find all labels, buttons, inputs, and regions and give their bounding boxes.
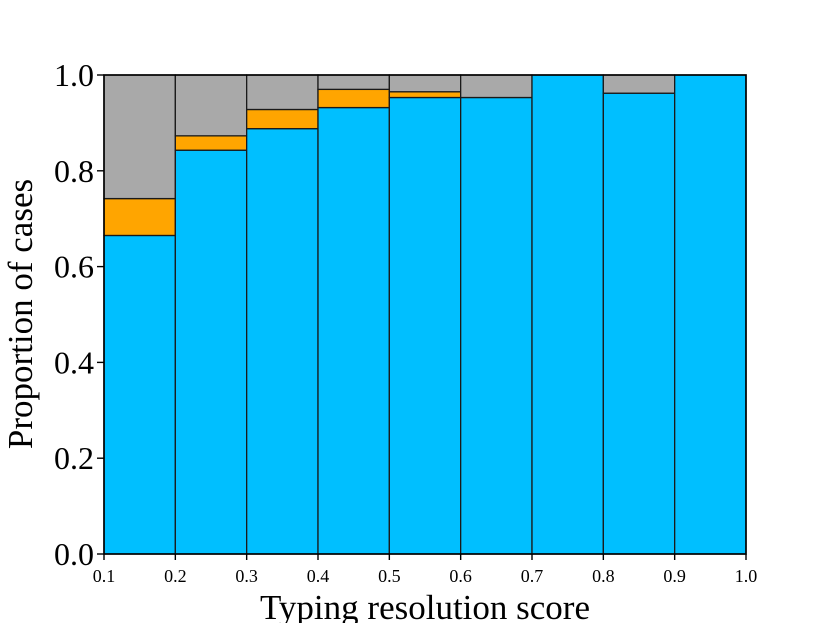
bar-segment-bin3-series3 [246,74,319,111]
y-tick-label: 1.0 [54,57,94,93]
x-axis-label: Typing resolution score [260,588,590,623]
bar-segment-bin5-series2 [388,91,462,99]
bar-segment-bin5-series3 [388,74,462,93]
x-tick-label: 0.6 [449,566,472,586]
bar-segment-bin8-series3 [602,74,676,94]
bar-segment-bin9-series1 [674,74,747,555]
bar-segment-bin2-series1 [174,149,248,555]
bar-segment-bin2-series3 [174,74,248,137]
bar-segment-bin5-series1 [388,96,462,555]
ticks-layer: 0.0 0.2 0.4 0.6 0.8 1.0 0.1 0.2 0.3 0.4 0.5 0.6 0.7 0… [54,57,757,586]
y-tick-label: 0.2 [54,440,94,476]
bar-segment-bin4-series2 [317,88,390,109]
y-tick-label: 0.0 [54,536,94,572]
x-tick-label: 0.2 [164,566,187,586]
y-tick-label: 0.6 [54,249,94,285]
bar-segment-bin2-series2 [174,135,248,151]
x-tick-label: 0.8 [592,566,615,586]
bar-segment-bin4-series3 [317,74,390,91]
bar-segment-bin3-series2 [246,108,319,130]
x-tick-label: 0.1 [93,566,116,586]
x-tick-label: 0.9 [663,566,686,586]
bar-segment-bin1-series2 [103,197,176,237]
x-tick-label: 0.5 [378,566,401,586]
bar-segment-bin6-series3 [460,74,533,99]
bar-segment-bin8-series1 [602,92,676,555]
bars-layer [103,74,747,555]
y-tick-label: 0.8 [54,153,94,189]
bar-segment-bin6-series1 [460,96,533,555]
bar-segment-bin1-series3 [103,74,176,200]
bar-segment-bin3-series1 [246,127,319,555]
bar-segment-bin1-series1 [103,234,176,555]
plot-frame [103,74,747,555]
bar-segment-bin7-series1 [531,74,604,555]
x-tick-label: 1.0 [735,566,758,586]
bar-segment-bin4-series1 [317,106,390,555]
y-tick-label: 0.4 [54,344,94,380]
x-tick-label: 0.3 [235,566,258,586]
y-axis-label: Proportion of cases [1,179,40,449]
x-tick-label: 0.4 [307,566,330,586]
x-tick-label: 0.7 [521,566,544,586]
